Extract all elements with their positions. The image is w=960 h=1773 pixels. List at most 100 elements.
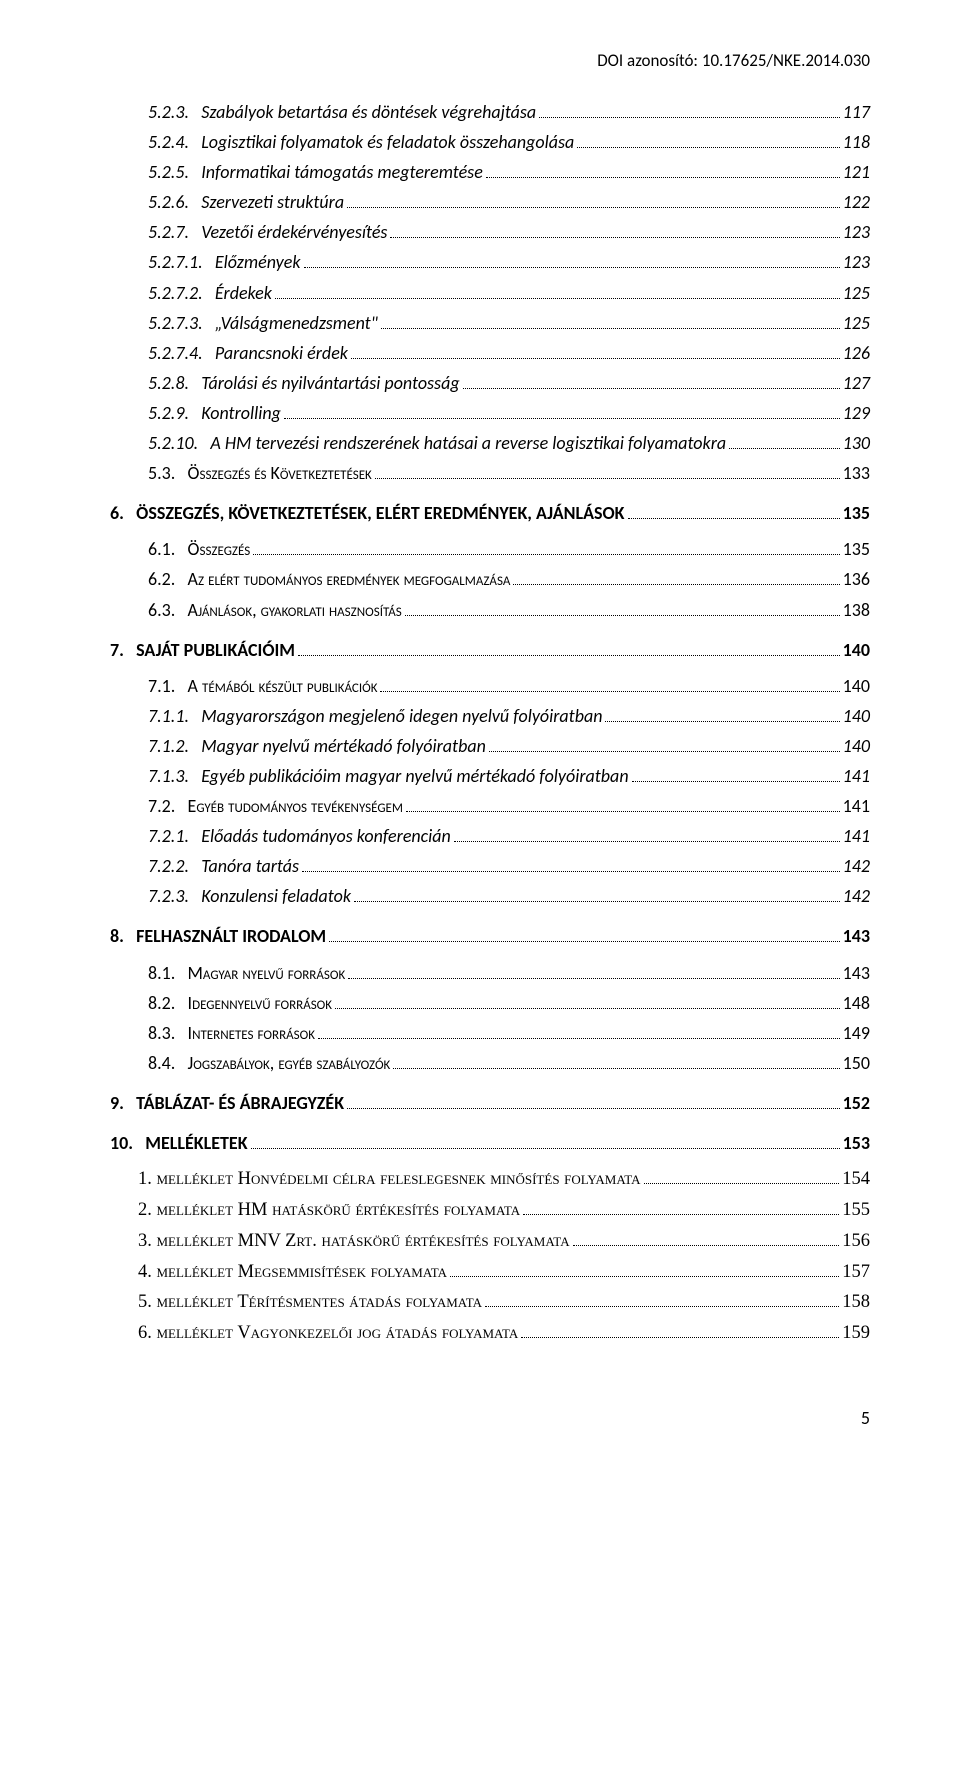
toc-entry-label: 2. melléklet HM hatáskörű értékesítés fo… (138, 1197, 520, 1224)
toc-entry-label: Az elért tudományos eredmények megfogalm… (188, 566, 511, 592)
toc-entry-page: 159 (842, 1320, 870, 1347)
dot-leader (486, 177, 840, 178)
dot-leader (729, 448, 840, 449)
dot-leader (298, 655, 840, 656)
toc-entry-label: Magyar nyelvű források (188, 960, 346, 986)
toc-entry-number: 7.1. (148, 673, 188, 699)
toc-entry-label: ÖSSZEGZÉS, KÖVETKEZTETÉSEK, ELÉRT EREDMÉ… (136, 500, 624, 526)
toc-entry: 5.2.7. Vezetői érdekérvényesítés123 (148, 219, 870, 245)
toc-entry-label: Előzmények (215, 249, 301, 275)
toc-entry: 5.3. Összegzés és Következtetések133 (148, 460, 870, 486)
toc-entry: 5. melléklet Térítésmentes átadás folyam… (138, 1289, 870, 1316)
toc-entry-page: 127 (843, 370, 870, 396)
toc-entry: 4. melléklet Megsemmisítések folyamata15… (138, 1259, 870, 1286)
dot-leader (450, 1276, 839, 1277)
toc-entry-label: 5. melléklet Térítésmentes átadás folyam… (138, 1289, 482, 1316)
dot-leader (644, 1183, 840, 1184)
toc-entry: 5.2.10. A HM tervezési rendszerének hatá… (148, 430, 870, 456)
toc-entry-label: 4. melléklet Megsemmisítések folyamata (138, 1259, 447, 1286)
toc-entry: 7.1.3. Egyéb publikációim magyar nyelvű … (148, 763, 870, 789)
toc-entry-number: 6.1. (148, 536, 188, 562)
dot-leader (539, 117, 839, 118)
toc-entry-label: Összegzés és Következtetések (188, 460, 372, 486)
toc-entry-page: 135 (843, 500, 870, 526)
toc-entry: 8.3. Internetes források149 (148, 1020, 870, 1046)
toc-entry-number: 8.4. (148, 1050, 188, 1076)
toc-entry: 5.2.6. Szervezeti struktúra122 (148, 189, 870, 215)
toc-entry-page: 152 (843, 1090, 870, 1116)
toc-entry-label: Ajánlások, gyakorlati hasznosítás (188, 597, 402, 623)
toc-entry-page: 130 (843, 430, 870, 456)
dot-leader (329, 941, 839, 942)
toc-entry-label: MELLÉKLETEK (145, 1130, 247, 1156)
toc-entry-page: 125 (843, 280, 870, 306)
dot-leader (406, 811, 840, 812)
toc-entry-page: 141 (843, 793, 870, 819)
toc-entry-number: 8.3. (148, 1020, 188, 1046)
dot-leader (454, 841, 840, 842)
toc-entry-page: 154 (842, 1166, 870, 1193)
toc-entry-number: 5.2.7.4. (148, 340, 215, 366)
toc-entry-number: 5.2.7.1. (148, 249, 215, 275)
dot-leader (393, 1068, 839, 1069)
dot-leader (523, 1214, 839, 1215)
toc-entry-label: Konzulensi feladatok (201, 883, 351, 909)
toc-entry-page: 149 (843, 1020, 870, 1046)
toc-entry-number: 7.1.2. (148, 733, 201, 759)
toc-entry: 1. melléklet Honvédelmi célra felesleges… (138, 1166, 870, 1193)
toc-entry-number: 6. (110, 500, 136, 526)
toc-entry-number: 8.2. (148, 990, 188, 1016)
toc-entry-label: Érdekek (215, 280, 272, 306)
toc-entry-page: 117 (843, 99, 870, 125)
toc-entry-label: SAJÁT PUBLIKÁCIÓIM (136, 637, 295, 663)
toc-entry-page: 142 (843, 853, 870, 879)
toc-entry-page: 150 (843, 1050, 870, 1076)
toc-entry-page: 136 (843, 566, 870, 592)
toc-entry-label: 6. melléklet Vagyonkezelői jog átadás fo… (138, 1320, 518, 1347)
toc-entry: 7.2. Egyéb tudományos tevékenységem141 (148, 793, 870, 819)
toc-entry: 5.2.8. Tárolási és nyilvántartási pontos… (148, 370, 870, 396)
dot-leader (463, 388, 840, 389)
toc-entry: 5.2.7.1. Előzmények123 (148, 249, 870, 275)
dot-leader (513, 584, 839, 585)
toc-entry-number: 6.2. (148, 566, 188, 592)
toc-entry-label: Tárolási és nyilvántartási pontosság (201, 370, 459, 396)
toc-entry-page: 140 (843, 637, 870, 663)
toc-entry-page: 126 (843, 340, 870, 366)
dot-leader (304, 267, 840, 268)
toc-entry-page: 122 (843, 189, 870, 215)
toc-entry: 7.1.2. Magyar nyelvű mértékadó folyóirat… (148, 733, 870, 759)
toc-entry: 10. MELLÉKLETEK153 (110, 1130, 870, 1156)
toc-entry-number: 5.2.3. (148, 99, 201, 125)
toc-entry-page: 135 (843, 536, 870, 562)
toc-entry-number: 5.2.9. (148, 400, 201, 426)
toc-entry-label: Kontrolling (201, 400, 281, 426)
toc-entry-page: 141 (843, 763, 870, 789)
toc-entry-label: Magyar nyelvű mértékadó folyóiratban (201, 733, 486, 759)
dot-leader (253, 554, 839, 555)
toc-entry-page: 140 (843, 673, 870, 699)
doi-identifier: DOI azonosító: 10.17625/NKE.2014.030 (110, 50, 870, 71)
dot-leader (302, 871, 840, 872)
toc-entry: 5.2.7.3. „Válságmenedzsment"125 (148, 310, 870, 336)
dot-leader (605, 721, 839, 722)
toc-entry-label: A HM tervezési rendszerének hatásai a re… (210, 430, 726, 456)
toc-entry-label: Egyéb publikációim magyar nyelvű mértéka… (201, 763, 628, 789)
dot-leader (251, 1148, 840, 1149)
dot-leader (628, 518, 840, 519)
toc-entry-page: 118 (843, 129, 870, 155)
toc-entry: 7.2.3. Konzulensi feladatok142 (148, 883, 870, 909)
dot-leader (275, 298, 840, 299)
toc-entry: 6.3. Ajánlások, gyakorlati hasznosítás13… (148, 597, 870, 623)
toc-entry: 3. melléklet MNV Zrt. hatáskörű értékesí… (138, 1228, 870, 1255)
toc-entry-page: 140 (843, 703, 870, 729)
toc-entry: 5.2.5. Informatikai támogatás megteremté… (148, 159, 870, 185)
toc-entry: 7.1.1. Magyarországon megjelenő idegen n… (148, 703, 870, 729)
toc-entry-page: 156 (842, 1228, 870, 1255)
dot-leader (380, 691, 839, 692)
toc-entry: 9. TÁBLÁZAT- ÉS ÁBRAJEGYZÉK152 (110, 1090, 870, 1116)
toc-entry-label: „Válságmenedzsment" (215, 310, 378, 336)
toc-entry: 2. melléklet HM hatáskörű értékesítés fo… (138, 1197, 870, 1224)
dot-leader (351, 358, 840, 359)
toc-entry-number: 5.2.4. (148, 129, 201, 155)
